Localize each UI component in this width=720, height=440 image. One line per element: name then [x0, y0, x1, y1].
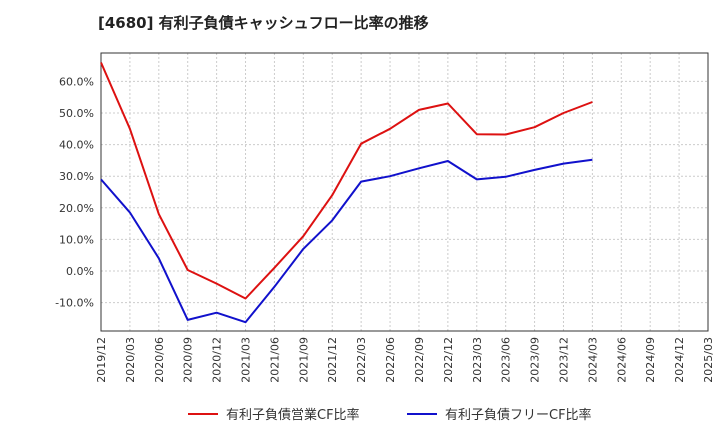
x-tick-label: 2024/12 — [673, 337, 686, 383]
y-tick-label: 40.0% — [59, 139, 94, 152]
y-tick-label: -10.0% — [55, 297, 94, 310]
x-tick-label: 2022/06 — [384, 337, 397, 383]
x-tick-label: 2025/03 — [702, 337, 715, 383]
legend-label: 有利子負債フリーCF比率 — [445, 407, 592, 423]
legend-label: 有利子負債営業CF比率 — [226, 407, 360, 423]
x-tick-label: 2022/03 — [355, 337, 368, 383]
y-tick-label: 60.0% — [59, 75, 94, 88]
plot-frame — [100, 52, 709, 332]
x-tick-label: 2023/12 — [557, 337, 570, 383]
y-tick-label: 20.0% — [59, 202, 94, 215]
x-tick-label: 2020/03 — [124, 337, 137, 383]
x-tick-label: 2024/06 — [615, 337, 628, 383]
x-tick-label: 2020/12 — [211, 337, 224, 383]
x-tick-label: 2023/03 — [471, 337, 484, 383]
x-tick-label: 2019/12 — [95, 337, 108, 383]
y-tick-label: 50.0% — [59, 107, 94, 120]
x-tick-label: 2021/09 — [297, 337, 310, 383]
x-tick-label: 2024/03 — [586, 337, 599, 383]
x-tick-label: 2022/09 — [413, 337, 426, 383]
y-tick-label: 10.0% — [59, 233, 94, 246]
x-tick-label: 2021/06 — [268, 337, 281, 383]
series-line — [100, 158, 593, 324]
x-tick-label: 2023/06 — [500, 337, 513, 383]
x-tick-label: 2022/12 — [442, 337, 455, 383]
y-tick-label: 30.0% — [59, 170, 94, 183]
y-tick-label: 0.0% — [66, 265, 94, 278]
x-tick-label: 2021/12 — [326, 337, 339, 383]
x-tick-label: 2023/09 — [529, 337, 542, 383]
x-tick-label: 2024/09 — [644, 337, 657, 383]
chart-title: [4680] 有利子負債キャッシュフロー比率の推移 — [98, 14, 429, 32]
series-line — [100, 62, 593, 300]
x-tick-label: 2020/06 — [153, 337, 166, 383]
x-tick-label: 2021/03 — [240, 337, 253, 383]
x-tick-label: 2020/09 — [182, 337, 195, 383]
